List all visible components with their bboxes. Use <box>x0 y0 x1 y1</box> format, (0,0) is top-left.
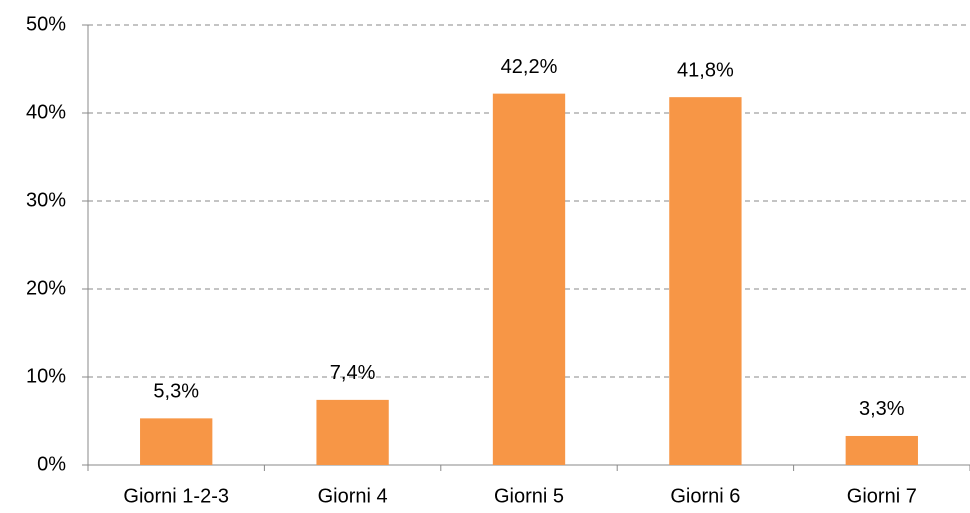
data-label: 5,3% <box>153 381 199 403</box>
data-label: 3,3% <box>859 398 905 420</box>
bar <box>845 435 918 465</box>
bar <box>492 93 566 465</box>
x-tick-label: Giorni 1-2-3 <box>123 485 229 507</box>
data-label: 41,8% <box>677 59 734 81</box>
data-label: 42,2% <box>501 56 558 78</box>
y-tick-label: 40% <box>26 101 66 123</box>
x-tick-label: Giorni 4 <box>318 485 388 507</box>
x-tick-label: Giorni 7 <box>847 485 917 507</box>
data-label: 7,4% <box>330 362 376 384</box>
bar <box>669 97 742 465</box>
y-tick-label: 50% <box>26 13 66 35</box>
bar <box>316 399 389 465</box>
y-tick-label: 20% <box>26 277 66 299</box>
y-tick-label: 0% <box>37 453 66 475</box>
y-tick-label: 30% <box>26 189 66 211</box>
x-tick-label: Giorni 6 <box>670 485 740 507</box>
y-tick-label: 10% <box>26 365 66 387</box>
bar <box>140 418 213 465</box>
x-tick-label: Giorni 5 <box>494 485 564 507</box>
